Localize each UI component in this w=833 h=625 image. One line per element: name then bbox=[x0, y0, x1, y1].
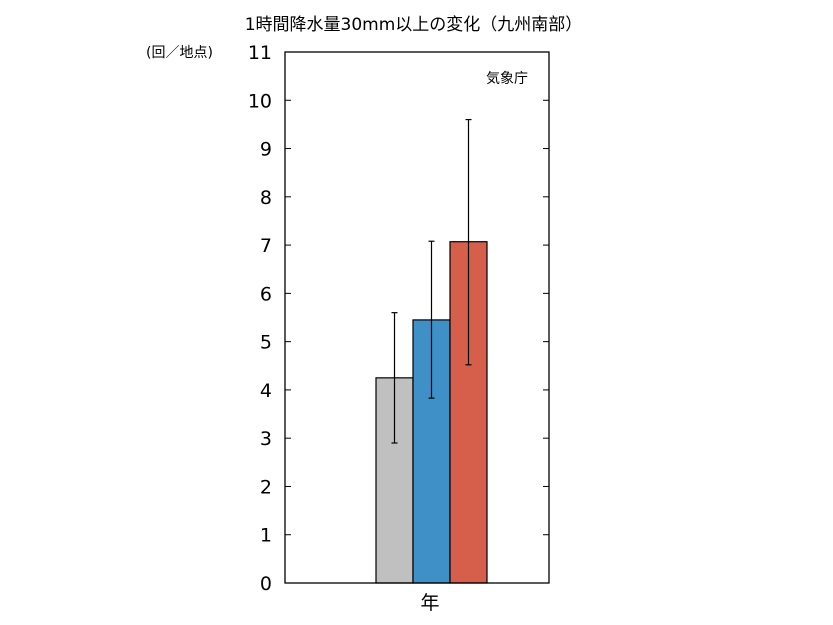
plot-frame bbox=[284, 51, 550, 584]
y-tick-label: 11 bbox=[248, 42, 272, 64]
source-annotation: 気象庁 bbox=[486, 71, 528, 87]
y-tick-label: 0 bbox=[260, 573, 272, 595]
chart-title: 1時間降水量30mm以上の変化（九州南部） bbox=[244, 15, 583, 35]
y-tick-label: 8 bbox=[260, 187, 272, 209]
x-category-label: 年 bbox=[420, 592, 440, 614]
y-tick-label: 5 bbox=[260, 332, 272, 354]
y-axis-unit-label: (回／地点) bbox=[146, 45, 213, 61]
y-tick-label: 2 bbox=[260, 476, 272, 498]
y-tick-label: 6 bbox=[260, 283, 272, 305]
y-tick-label: 3 bbox=[260, 428, 272, 450]
y-tick-label: 4 bbox=[260, 380, 272, 402]
y-tick-label: 9 bbox=[260, 139, 272, 161]
y-tick-label: 7 bbox=[260, 235, 272, 257]
y-tick-label: 1 bbox=[260, 525, 272, 547]
y-tick-label: 10 bbox=[248, 90, 272, 112]
